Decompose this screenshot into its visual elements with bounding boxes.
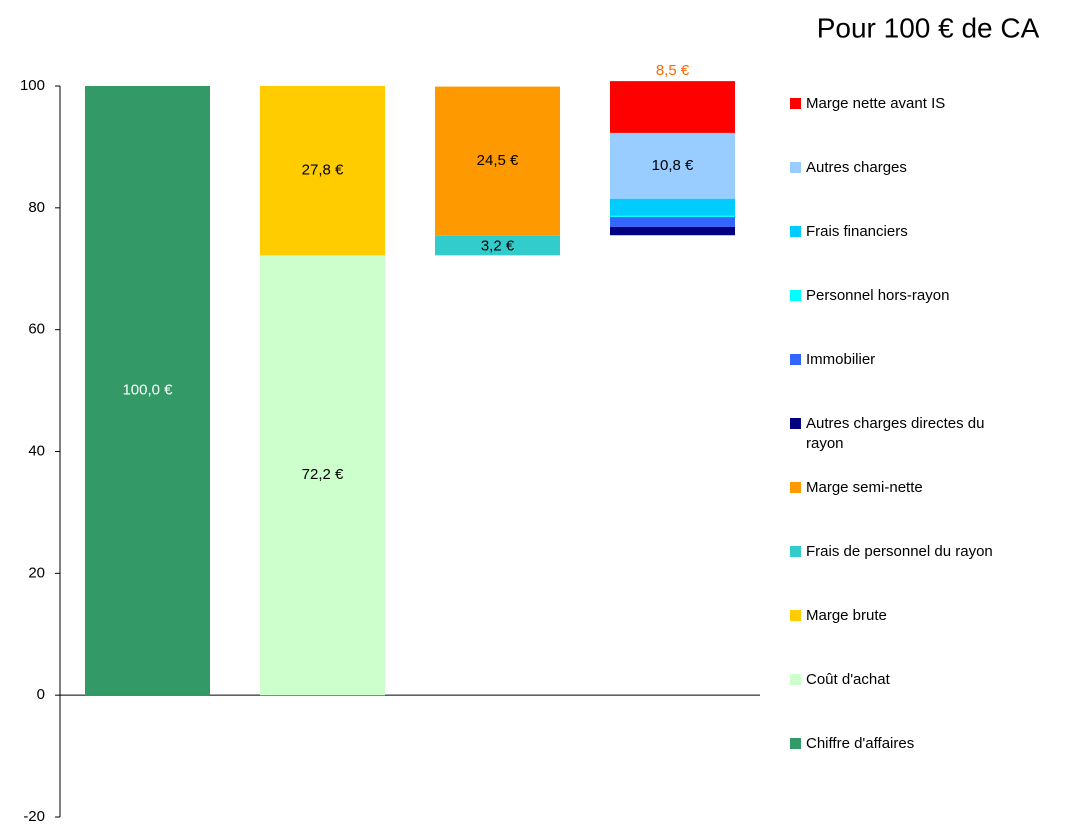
legend-swatch [790,610,801,621]
chart-title: Pour 100 € de CA [817,12,1040,43]
legend-entry: Personnel hors-rayon [788,286,1018,306]
legend-label: Frais financiers [806,223,908,240]
bar-segment [610,235,735,695]
bar-segment [610,132,735,199]
legend-swatch [790,482,801,493]
data-label: 8,5 € [656,62,690,79]
y-tick-label: 40 [28,442,45,459]
legend-label: Autres charges [806,159,907,176]
legend-entry: Chiffre d'affaires [788,734,1018,754]
legend-entry: Autres charges [788,158,1018,178]
legend-entry: Marge nette avant IS [788,94,1018,114]
legend-label: Immobilier [806,351,876,368]
bar-segment [435,235,560,256]
legend-swatch [790,162,801,173]
legend-swatch [790,354,801,365]
data-label: 72,2 € [302,466,344,483]
legend-label: Marge semi-nette [806,479,923,496]
legend-swatch [790,290,801,301]
legend-entry: Frais financiers [788,222,1018,242]
legend-label: Marge brute [806,607,887,624]
legend-swatch [790,98,801,109]
bar-segment [610,81,735,133]
data-label: 27,8 € [302,162,344,179]
legend-label: Coût d'achat [806,671,890,688]
legend-swatch [790,674,801,685]
bar-segment [260,255,385,696]
legend-swatch [790,546,801,557]
legend-swatch [790,226,801,237]
data-label: 3,2 € [481,237,515,254]
y-tick-label: 80 [28,199,45,216]
legend-entry: Marge semi-nette [788,478,1018,498]
bar-segment [435,86,560,236]
legend-entry: Frais de personnel du rayon [788,542,1018,562]
bar-segment [260,86,385,256]
y-tick-label: 100 [20,77,45,94]
data-label: 10,8 € [652,157,694,174]
legend-entry: Coût d'achat [788,670,1018,690]
legend-swatch [790,738,801,749]
y-tick-label: 0 [37,686,45,703]
legend-label: Frais de personnel du rayon [806,543,993,560]
bar-segment [610,226,735,236]
bar-segment [610,215,735,217]
legend-entry: Autres charges directes du rayon [788,414,1018,454]
y-tick-label: 20 [28,564,45,581]
data-label: 24,5 € [477,152,519,169]
data-label: 100,0 € [122,382,173,399]
legend-label: Chiffre d'affaires [806,735,915,752]
legend-entry: Immobilier [788,350,1018,370]
y-tick-label: -20 [23,808,45,825]
legend-swatch [790,418,801,429]
legend-label: Autres charges directes du rayon [806,415,985,452]
bar-segment [85,86,210,696]
legend-label: Personnel hors-rayon [806,287,950,304]
legend-label: Marge nette avant IS [806,95,946,112]
bar-segment [610,216,735,227]
bar-segment [610,198,735,216]
legend-entry: Marge brute [788,606,1018,626]
bar-segment [435,255,560,695]
y-tick-label: 60 [28,321,45,338]
